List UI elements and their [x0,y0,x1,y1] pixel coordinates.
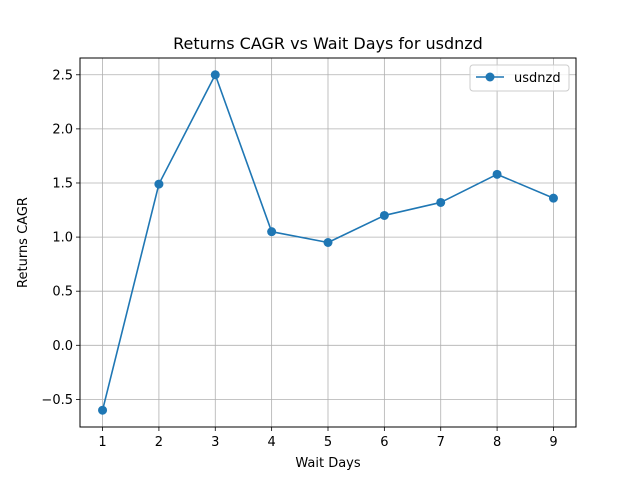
data-point [210,70,220,80]
data-point [492,169,502,179]
y-tick-label: −0.5 [41,393,73,408]
series-layer [98,70,558,415]
data-point [98,405,108,415]
y-tick-label: 0.5 [52,285,73,300]
y-ticks: −0.5 0.0 0.5 1.0 1.5 2.0 2.5 [41,68,80,408]
x-axis-label: Wait Days [295,456,361,471]
y-tick-label: 1.0 [52,231,73,246]
data-point [154,179,164,189]
data-point [379,210,389,220]
legend: usdnzd [469,64,570,92]
x-tick-label: 6 [380,435,388,450]
y-tick-label: 0.0 [52,339,73,354]
x-tick-label: 5 [324,435,332,450]
y-tick-label: 2.5 [52,68,73,83]
data-point [436,197,446,207]
x-tick-label: 1 [98,435,106,450]
legend-label: usdnzd [514,71,561,86]
y-axis-label: Returns CAGR [16,197,31,288]
x-ticks: 1 2 3 4 5 6 7 8 9 [98,427,558,450]
y-tick-label: 1.5 [52,176,73,191]
x-tick-label: 3 [211,435,219,450]
x-tick-label: 9 [549,435,557,450]
legend-box [469,64,570,92]
x-tick-label: 4 [267,435,275,450]
x-tick-label: 7 [437,435,445,450]
legend-marker [485,72,495,82]
x-tick-label: 8 [493,435,501,450]
data-point [548,193,558,203]
data-point [323,238,333,247]
y-tick-label: 2.0 [52,122,73,137]
x-tick-label: 2 [155,435,163,450]
data-point [267,227,277,237]
chart-title: Returns CAGR vs Wait Days for usdnzd [173,34,483,53]
